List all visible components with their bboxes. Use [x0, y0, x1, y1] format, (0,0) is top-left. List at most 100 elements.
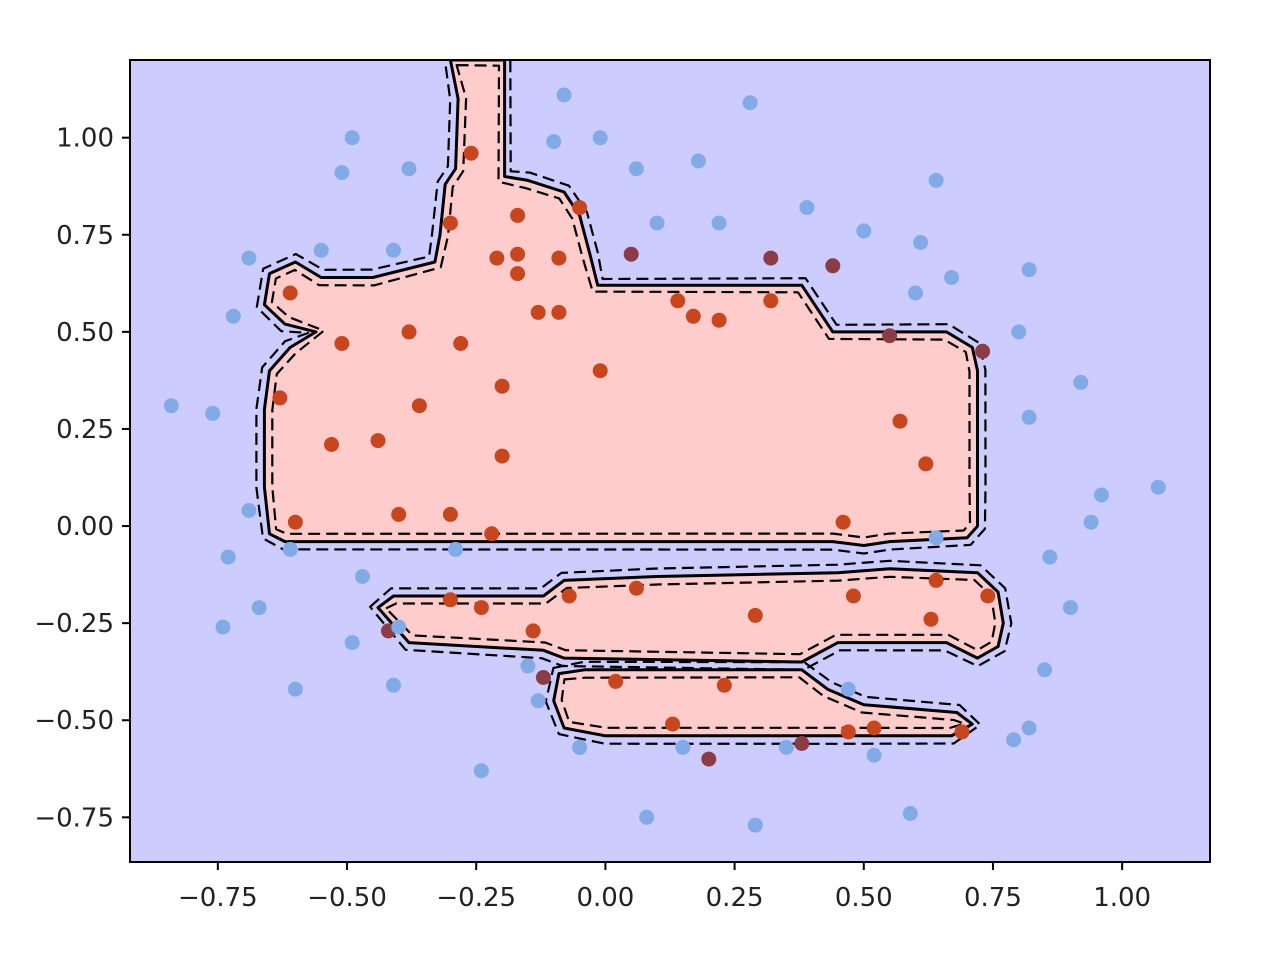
x-tick-label-2: −0.25 [436, 883, 516, 913]
point-positive-29 [442, 506, 458, 522]
point-negative-29 [241, 503, 257, 518]
point-positive-8 [530, 304, 546, 320]
point-positive-13 [670, 293, 686, 309]
point-negative-41 [344, 635, 360, 651]
point-negative-26 [1021, 409, 1037, 425]
point-negative-57 [747, 817, 763, 833]
point-negative-38 [1063, 600, 1078, 616]
point-positive-30 [484, 526, 500, 542]
positive-region-2 [553, 669, 973, 736]
point-positive_dark-0 [623, 246, 639, 262]
point-negative-14 [913, 235, 929, 250]
point-positive-20 [411, 398, 427, 414]
margin-outer-0 [270, 63, 972, 539]
point-positive-7 [282, 285, 298, 301]
point-positive-42 [608, 673, 624, 689]
point-negative-20 [908, 285, 923, 301]
point-negative-37 [251, 600, 267, 616]
point-positive-46 [840, 724, 856, 740]
point-negative-13 [856, 223, 872, 239]
point-positive-11 [334, 336, 350, 351]
point-positive-44 [665, 716, 681, 732]
point-positive-14 [685, 308, 701, 324]
plot-frame [129, 59, 1211, 863]
point-negative-40 [391, 619, 407, 635]
positive-region-0 [264, 60, 978, 546]
point-positive-36 [980, 588, 996, 604]
y-tick-label-6: −0.50 [34, 706, 114, 736]
point-positive-1 [510, 207, 526, 223]
point-negative-35 [220, 549, 236, 565]
point-negative-45 [386, 677, 401, 693]
point-positive_dark-3 [975, 343, 991, 359]
point-negative-11 [649, 215, 665, 231]
point-negative-46 [840, 681, 856, 697]
point-positive-12 [453, 336, 469, 351]
point-positive-19 [272, 390, 288, 406]
point-positive-21 [324, 437, 339, 452]
point-negative-19 [944, 270, 960, 285]
point-negative-44 [287, 681, 303, 697]
point-negative-23 [1073, 374, 1089, 390]
point-positive-37 [442, 592, 458, 608]
margin-outer-1 [384, 575, 997, 656]
point-positive_dark-7 [794, 736, 810, 751]
point-positive-10 [401, 324, 417, 340]
x-tick-label-0: −0.75 [178, 883, 258, 913]
point-negative-43 [520, 658, 536, 674]
point-positive_dark-2 [825, 258, 841, 274]
point-negative-0 [556, 87, 572, 103]
point-negative-1 [742, 95, 758, 111]
point-negative-28 [1150, 479, 1166, 495]
point-positive-4 [510, 246, 526, 262]
point-positive_dark-1 [763, 250, 779, 266]
point-negative-10 [799, 200, 815, 216]
point-negative-3 [546, 134, 562, 150]
y-tick-label-5: −0.25 [34, 609, 114, 639]
point-negative-27 [1094, 487, 1109, 503]
point-positive-22 [370, 433, 386, 449]
y-tick-label-3: 0.25 [56, 415, 114, 445]
point-positive-28 [391, 506, 407, 522]
point-positive-32 [628, 580, 644, 596]
point-positive-3 [489, 250, 505, 266]
point-negative-6 [401, 161, 417, 177]
point-positive-39 [525, 623, 541, 639]
x-tick-label-5: 0.50 [835, 883, 893, 913]
point-negative-5 [334, 165, 350, 181]
point-positive-33 [561, 588, 577, 604]
point-negative-36 [355, 569, 370, 584]
point-positive-38 [473, 600, 489, 616]
point-positive-0 [442, 215, 458, 231]
point-positive-2 [572, 200, 588, 216]
point-negative-8 [690, 153, 706, 169]
point-negative-18 [1021, 262, 1037, 278]
point-positive-25 [918, 456, 934, 472]
positive-region-1 [378, 568, 1004, 662]
y-tick-label-4: 0.00 [56, 512, 114, 542]
point-positive-27 [287, 514, 303, 530]
point-positive_dark-6 [701, 751, 717, 767]
point-negative-33 [448, 541, 464, 557]
decision-boundary-1 [376, 567, 1005, 664]
point-positive-31 [463, 145, 479, 161]
point-negative-15 [313, 242, 329, 258]
point-negative-17 [241, 250, 257, 266]
point-positive_dark-4 [882, 328, 898, 344]
y-tick-label-0: 1.00 [56, 124, 114, 154]
decision-boundary-0 [262, 60, 979, 547]
y-tick-label-2: 0.50 [56, 318, 114, 348]
point-positive-18 [592, 363, 608, 379]
decision-regions [255, 60, 1013, 745]
point-negative-34 [1042, 549, 1058, 565]
point-negative-16 [386, 242, 401, 258]
scatter-points [163, 87, 1166, 833]
margin-inner-0 [255, 60, 987, 555]
point-negative-30 [1083, 514, 1099, 530]
point-positive-16 [763, 293, 779, 309]
point-negative-52 [778, 739, 794, 755]
y-tick-label-1: 0.75 [56, 221, 114, 251]
point-negative-2 [344, 130, 360, 146]
